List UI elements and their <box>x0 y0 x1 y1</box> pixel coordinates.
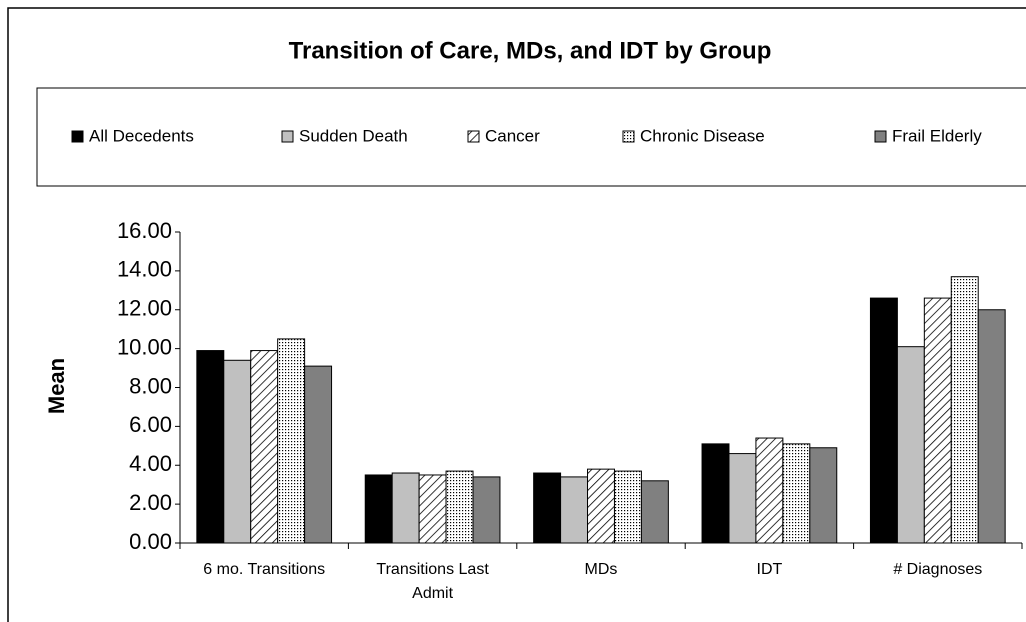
y-tick-label: 8.00 <box>129 373 172 398</box>
bar <box>701 443 730 544</box>
legend-label: Frail Elderly <box>892 126 982 145</box>
y-tick-label: 6.00 <box>129 412 172 437</box>
y-tick-label: 0.00 <box>129 529 172 554</box>
legend-box <box>36 87 1026 187</box>
bar <box>869 297 898 544</box>
x-tick-label: IDT <box>756 561 783 578</box>
chart-title: Transition of Care, MDs, and IDT by Grou… <box>289 37 772 64</box>
y-tick-label: 4.00 <box>129 451 172 476</box>
legend-swatch <box>281 130 294 143</box>
legend-swatch <box>622 130 635 143</box>
legend-label: Sudden Death <box>299 126 408 145</box>
legend-label: Chronic Disease <box>640 126 765 145</box>
y-tick-label: 16.00 <box>117 218 172 243</box>
bar <box>277 338 306 544</box>
bar <box>923 297 952 544</box>
bar <box>613 470 642 544</box>
bar <box>896 346 925 544</box>
x-tick-label: # Diagnoses <box>893 561 983 578</box>
y-tick-label: 12.00 <box>117 296 172 321</box>
legend-swatch <box>874 130 887 143</box>
bar <box>391 472 420 544</box>
y-tick-label: 14.00 <box>117 257 172 282</box>
bar <box>418 474 447 544</box>
bar <box>250 350 279 544</box>
bar <box>587 468 615 544</box>
bar <box>755 437 784 544</box>
bar <box>472 476 501 544</box>
bar <box>223 359 252 544</box>
y-axis-label: Mean <box>44 358 69 414</box>
bar <box>782 443 811 544</box>
bar <box>304 365 333 544</box>
chart-border <box>7 7 1026 622</box>
bar <box>196 350 225 544</box>
bar <box>977 309 1006 544</box>
legend-label: All Decedents <box>89 126 194 145</box>
y-tick-label: 2.00 <box>129 490 172 515</box>
legend-label: Cancer <box>485 126 540 145</box>
bar <box>728 453 757 544</box>
bar <box>560 476 589 544</box>
bar <box>950 276 979 544</box>
bar <box>364 474 393 544</box>
x-tick-label: Transitions Last Admit <box>376 561 489 602</box>
bar <box>445 470 474 544</box>
y-tick-label: 10.00 <box>117 334 172 359</box>
bar <box>809 447 838 544</box>
legend-swatch <box>71 130 84 143</box>
bar <box>533 472 562 544</box>
x-tick-label: 6 mo. Transitions <box>203 561 326 578</box>
x-tick-label: MDs <box>584 561 618 578</box>
legend-swatch <box>467 130 480 143</box>
bar <box>640 480 669 544</box>
